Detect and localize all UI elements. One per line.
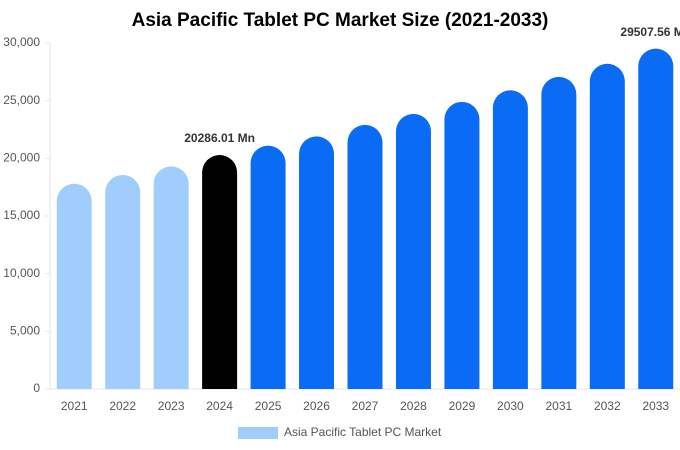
x-tick-label: 2023 [158, 399, 185, 413]
bar [153, 166, 189, 389]
legend-label: Asia Pacific Tablet PC Market [284, 425, 442, 439]
x-tick-label: 2022 [109, 399, 136, 413]
value-label: 29507.56 Mn [620, 25, 680, 39]
y-tick-label: 5,000 [10, 324, 40, 338]
x-tick-label: 2027 [352, 399, 379, 413]
bar [250, 145, 286, 389]
x-tick-label: 2032 [594, 399, 621, 413]
y-tick-label: 25,000 [3, 93, 40, 107]
y-tick-label: 20,000 [3, 151, 40, 165]
bar [444, 101, 480, 389]
x-tick-label: 2021 [61, 399, 88, 413]
bar [541, 76, 577, 389]
bar [105, 174, 141, 389]
x-tick-label: 2033 [642, 399, 669, 413]
bar [299, 136, 335, 389]
bar [589, 63, 625, 389]
bar [202, 155, 238, 389]
y-tick-label: 15,000 [3, 208, 40, 222]
y-tick-label: 0 [33, 381, 40, 395]
x-tick-label: 2024 [206, 399, 233, 413]
bar [492, 90, 528, 390]
bar [56, 183, 92, 389]
value-label: 20286.01 Mn [184, 131, 255, 145]
x-tick-label: 2026 [303, 399, 330, 413]
x-tick-label: 2025 [255, 399, 282, 413]
bar [638, 48, 674, 389]
bar [395, 113, 431, 389]
bar [347, 124, 383, 390]
x-tick-label: 2028 [400, 399, 427, 413]
chart-title: Asia Pacific Tablet PC Market Size (2021… [132, 10, 549, 31]
x-tick-label: 2031 [545, 399, 572, 413]
x-tick-label: 2029 [449, 399, 476, 413]
y-tick-label: 10,000 [3, 266, 40, 280]
x-tick-label: 2030 [497, 399, 524, 413]
legend-swatch [238, 427, 278, 439]
y-tick-label: 30,000 [3, 35, 40, 49]
